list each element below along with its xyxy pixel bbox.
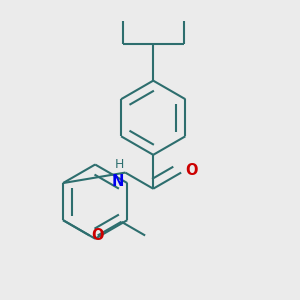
Text: H: H [114, 158, 124, 171]
Text: O: O [91, 228, 104, 243]
Text: O: O [185, 164, 197, 178]
Text: N: N [111, 174, 124, 189]
